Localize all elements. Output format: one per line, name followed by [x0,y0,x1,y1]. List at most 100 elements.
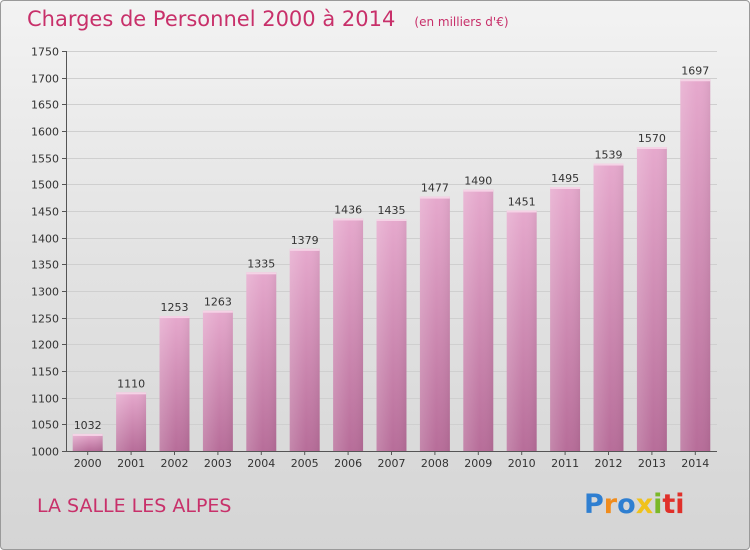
x-tick-label: 2014 [681,457,709,470]
y-tick-label: 1500 [31,179,59,192]
title-row: Charges de Personnel 2000 à 2014 (en mil… [27,7,509,31]
bar-value-label: 1490 [464,175,492,188]
bar-top-highlight [202,310,233,313]
x-tick-label: 2002 [161,457,189,470]
bar-shade [202,310,233,451]
bar-top-highlight [72,433,103,436]
bar-group: 1253 [159,301,190,451]
bar-group: 1451 [506,195,537,451]
bar-group: 1570 [636,132,667,451]
bar-top-highlight [419,196,450,199]
bar-top-highlight [159,316,190,319]
bar-value-label: 1539 [595,149,623,162]
logo-letter: t [662,489,676,520]
y-tick-label: 1300 [31,286,59,299]
bar-top-highlight [333,218,364,221]
bar-shade [463,189,494,451]
bar-shade [72,433,103,451]
bar-value-label: 1477 [421,182,449,195]
y-tick-label: 1400 [31,233,59,246]
bar-group: 1379 [289,234,320,451]
bar-top-highlight [550,187,581,189]
bar-top-highlight [289,248,320,251]
bar-value-label: 1263 [204,296,232,309]
bar-shade [289,248,320,451]
bar-top-highlight [680,79,711,82]
logo-letter: i [675,489,685,520]
logo-letter: r [603,489,618,520]
bar-shade [419,196,450,451]
bar-value-label: 1110 [117,377,145,390]
y-tick-label: 1150 [31,366,59,379]
bar-group: 1435 [376,204,407,451]
x-tick-label: 2000 [74,457,102,470]
bar-group: 1490 [463,175,494,451]
bar-shade [636,147,667,451]
chart-title: Charges de Personnel 2000 à 2014 [27,7,396,31]
y-tick-label: 1750 [31,46,59,59]
bar-group: 1032 [72,419,103,451]
bar-top-highlight [593,163,624,166]
x-tick-label: 2011 [551,457,579,470]
bar-shade [246,272,277,451]
logo-letter: o [617,489,636,520]
y-tick-label: 1350 [31,259,59,272]
x-tick-label: 2006 [334,457,362,470]
bar-value-label: 1435 [378,204,406,217]
commune-name: LA SALLE LES ALPES [37,495,232,517]
x-tick-label: 2010 [508,457,536,470]
x-tick-label: 2001 [117,457,145,470]
x-tick-label: 2004 [247,457,275,470]
y-tick-label: 1550 [31,153,59,166]
y-tick-label: 1200 [31,339,59,352]
proxiti-logo: Proxiti [584,489,685,520]
bar-group: 1477 [419,182,450,451]
bar-shade [593,163,624,452]
x-tick-label: 2007 [378,457,406,470]
chart-subtitle: (en milliers d'€) [414,15,509,29]
bar-group: 1335 [246,257,277,451]
bar-top-highlight [506,210,537,213]
bar-value-label: 1253 [161,301,189,314]
y-tick-label: 1000 [31,446,59,459]
bar-value-label: 1032 [74,419,102,432]
bar-value-label: 1379 [291,234,319,247]
bar-group: 1697 [680,64,711,452]
y-tick-label: 1250 [31,313,59,326]
y-tick-label: 1450 [31,206,59,219]
y-axis: 1000 1050 1100 1150 1200 1250 1300 1350 1400 1450… [31,46,67,459]
bar-shade [159,316,190,451]
bar-top-highlight [463,189,494,192]
x-tick-label: 2008 [421,457,449,470]
bar-shade [506,210,537,451]
logo-letter: P [584,489,604,520]
bar-shade [680,79,711,452]
x-tick-label: 2013 [638,457,666,470]
bar-value-label: 1570 [638,132,666,145]
logo-letter: x [635,489,654,520]
bar-top-highlight [116,392,147,395]
y-tick-label: 1100 [31,393,59,406]
bar-shade [550,187,581,451]
bar-value-label: 1495 [551,172,579,185]
y-tick-label: 1600 [31,126,59,139]
bar-value-label: 1697 [681,64,709,77]
x-tick-label: 2009 [464,457,492,470]
bar-top-highlight [376,219,407,221]
bar-value-label: 1335 [247,257,275,270]
bar-group: 1263 [202,296,233,451]
bar-group: 1495 [550,172,581,451]
logo-letter: i [653,489,663,520]
bar-group: 1110 [116,377,147,451]
bar-group: 1539 [593,149,624,452]
bar-top-highlight [636,147,667,149]
bar-shade [333,218,364,451]
bar-group: 1436 [333,203,364,451]
bar-value-label: 1451 [508,195,536,208]
bar-shade [116,392,147,451]
x-tick-label: 2012 [595,457,623,470]
x-axis: 2000 2001 2002 2003 2004 2005 2006 2007 2008 2009… [66,451,717,470]
bars: 1032 1110 1253 1263 1335 1379 1436 1435 1477 1490… [72,64,711,452]
